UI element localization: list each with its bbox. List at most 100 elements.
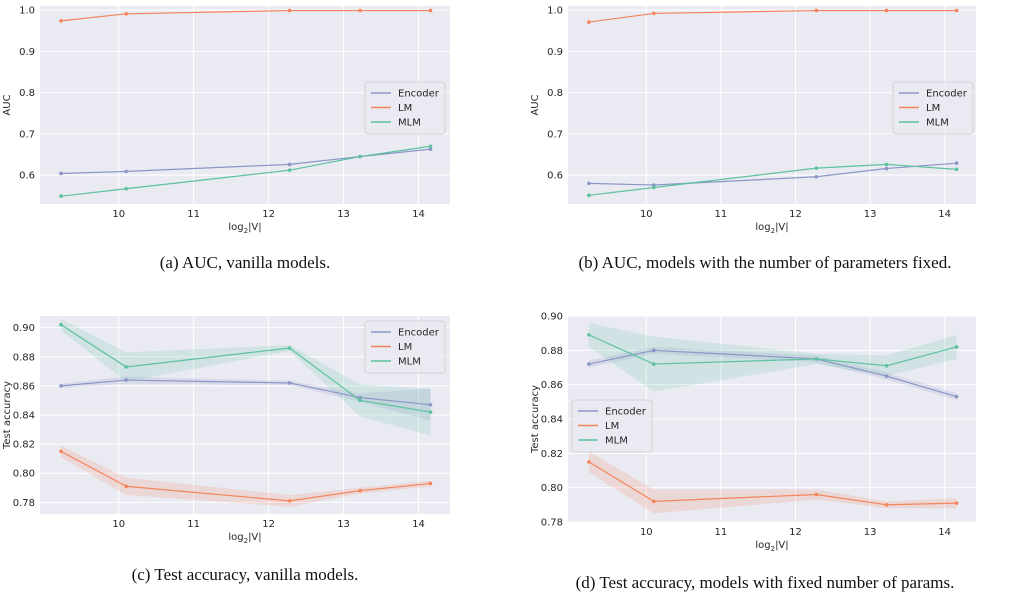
data-point-encoder [358,395,362,400]
y-axis-label: Test accuracy [2,381,13,450]
data-point-encoder [587,181,591,186]
data-point-mlm [358,154,362,159]
legend: Encoder LM MLM [892,81,974,135]
y-tick-label: 0.80 [541,483,563,494]
x-tick-label: 11 [187,519,200,530]
data-point-encoder [428,147,433,151]
y-tick-label: 1.0 [547,6,563,17]
legend-label-lm: LM [926,103,940,114]
legend-label-lm: LM [398,103,412,114]
y-tick-label: 0.84 [541,415,563,426]
figure-caption: (c) Test accuracy, vanilla models. [132,565,359,584]
x-tick-label: 11 [715,209,728,220]
chart-d: 10 11 12 13 14 0.78 0.80 0.82 0.84 0.86 0.88 0.90 lo… [530,312,976,592]
x-axis-label: log2|V| [755,540,788,553]
legend: Encoder LM MLM [364,81,446,135]
data-point-lm [884,503,889,507]
data-point-lm [814,8,819,13]
y-tick-label: 0.80 [13,469,35,480]
x-tick-label: 12 [262,209,275,220]
data-point-lm [428,8,433,13]
y-tick-label: 0.84 [13,411,35,422]
x-tick-label: 10 [112,209,125,220]
legend-label-mlm: MLM [398,118,421,129]
x-axis-label: log2|V| [228,222,261,235]
data-point-encoder [124,169,128,174]
data-point-mlm [587,333,591,337]
y-tick-label: 0.86 [13,381,35,392]
y-tick-label: 0.6 [547,171,563,182]
data-point-lm [428,481,433,486]
legend-label-lm: LM [605,421,619,432]
data-point-encoder [651,348,656,353]
y-tick-label: 0.7 [547,129,563,140]
data-point-mlm [884,162,889,167]
y-tick-label: 0.82 [541,449,563,460]
legend-label-mlm: MLM [605,436,628,447]
x-tick-label: 13 [337,209,350,220]
x-tick-label: 10 [640,209,653,220]
y-tick-label: 0.90 [13,323,35,334]
data-point-lm [358,8,362,13]
data-point-mlm [358,398,362,403]
data-point-mlm [428,410,433,414]
data-point-mlm [884,363,889,368]
y-axis-label: AUC [530,94,541,115]
y-tick-label: 0.88 [541,346,563,357]
legend-label-encoder: Encoder [926,89,968,100]
figure-caption: (b) AUC, models with the number of param… [579,253,952,272]
x-tick-label: 14 [938,527,951,538]
y-tick-label: 0.78 [541,518,563,529]
legend-box [892,81,974,135]
x-tick-label: 11 [715,527,728,538]
data-point-lm [587,460,591,464]
chart-b: 10 11 12 13 14 0.6 0.7 0.8 0.9 1.0 log2|V| AUC Encod… [530,6,976,272]
data-point-lm [587,20,591,24]
y-tick-label: 0.88 [13,352,35,363]
data-point-encoder [428,403,433,407]
data-point-mlm [814,166,819,170]
data-point-lm [124,12,128,16]
x-tick-label: 13 [864,527,877,538]
legend-label-mlm: MLM [926,118,949,129]
y-tick-label: 0.90 [541,312,563,323]
legend-label-encoder: Encoder [398,328,440,339]
figure-caption: (a) AUC, vanilla models. [160,253,330,272]
y-tick-label: 0.8 [547,88,563,99]
data-point-lm [954,8,959,13]
y-tick-label: 0.78 [13,498,35,509]
data-point-encoder [814,174,819,179]
y-axis-label: Test accuracy [530,385,541,454]
y-tick-label: 0.9 [547,47,563,58]
x-tick-label: 12 [789,527,802,538]
data-point-lm [884,8,889,13]
x-tick-label: 12 [262,519,275,530]
data-point-encoder [59,384,63,388]
legend-box [571,399,653,453]
data-point-encoder [59,171,63,176]
data-point-mlm [587,193,591,198]
data-point-encoder [124,378,128,382]
data-point-mlm [59,194,63,198]
y-tick-label: 0.8 [19,88,35,99]
x-tick-label: 11 [187,209,200,220]
data-point-mlm [651,185,656,190]
data-point-lm [287,499,292,503]
data-point-lm [287,8,292,13]
data-point-mlm [428,144,433,149]
y-tick-label: 0.6 [19,171,35,182]
data-point-mlm [124,365,128,369]
x-axis-label: log2|V| [755,222,788,235]
data-point-encoder [287,162,292,167]
legend: Encoder LM MLM [571,399,653,453]
data-point-lm [59,449,63,454]
legend-label-encoder: Encoder [605,407,647,418]
band-mlm [60,318,431,436]
data-point-encoder [954,394,959,399]
data-point-lm [358,488,362,493]
legend-box [364,81,446,135]
data-point-mlm [954,167,959,172]
chart-c: 10 11 12 13 14 0.78 0.80 0.82 0.84 0.86 0.88 0.90 lo… [2,316,450,584]
data-point-mlm [814,357,819,361]
data-point-lm [651,499,656,504]
